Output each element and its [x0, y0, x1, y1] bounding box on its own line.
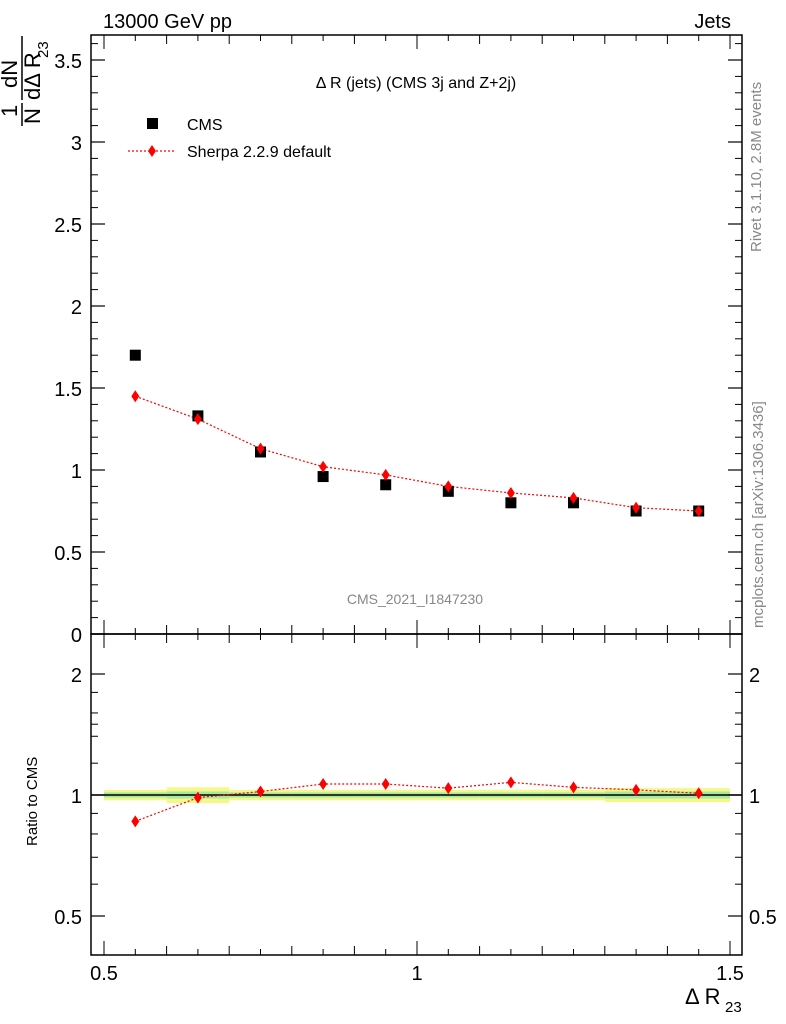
header-right: Jets	[694, 11, 731, 33]
x-tick-label: 0.5	[90, 963, 118, 985]
legend-sherpa-marker	[148, 145, 156, 157]
legend-cms-marker	[147, 118, 158, 129]
ratio-sherpa-point	[256, 785, 265, 798]
main-y-tick-label: 3	[71, 133, 82, 155]
ratio-sherpa-point	[694, 787, 703, 800]
ratio-y-tick-label-right: 1	[749, 786, 760, 808]
ratio-sherpa-point	[569, 781, 578, 794]
ratio-sherpa-point	[506, 776, 515, 789]
sherpa-point	[319, 460, 328, 473]
cms-point	[380, 479, 392, 491]
x-axis-label: Δ R 23	[685, 984, 742, 1016]
analysis-watermark: CMS_2021_I1847230	[347, 591, 483, 607]
main-y-tick-label: 2	[71, 297, 82, 319]
ratio-panel: 0.5 0.5 1 1 2 2 0.5 1 1.5	[54, 633, 777, 985]
sherpa-point	[506, 486, 515, 499]
ratio-sherpa-point	[193, 791, 202, 804]
legend-sherpa-label: Sherpa 2.2.9 default	[187, 144, 332, 161]
sherpa-point	[444, 480, 453, 493]
ratio-sherpa-point	[444, 782, 453, 795]
ratio-frame	[90, 633, 743, 956]
sherpa-point	[131, 390, 140, 403]
ratio-sherpa-point	[319, 778, 328, 791]
ylabel-dn: dN	[0, 60, 22, 88]
ylabel-one: 1	[0, 105, 22, 117]
ratio-y-tick-label-right: 0.5	[749, 907, 777, 929]
sherpa-point	[569, 491, 578, 504]
ylabel-dd: dΔ R	[20, 52, 45, 100]
rivet-label: Rivet 3.1.10, 2.8M events	[748, 82, 765, 252]
sherpa-point	[193, 413, 202, 426]
cms-point	[129, 349, 141, 361]
ylabel-sub: 23	[35, 41, 52, 58]
xlabel-main: Δ R	[685, 984, 720, 1009]
ratio-data	[131, 776, 703, 828]
ratio-y-tick-label: 0.5	[54, 907, 82, 929]
main-y-tick-label: 0	[71, 625, 82, 647]
ratio-y-tick-label: 2	[71, 665, 82, 687]
sherpa-point	[694, 505, 703, 517]
legend: CMS Sherpa 2.2.9 default	[128, 117, 332, 161]
y-axis-label-upper: 1 N dN dΔ R 23	[0, 36, 52, 126]
ylabel-n: N	[20, 108, 45, 124]
ratio-y-tick-label-right: 2	[749, 665, 760, 687]
sherpa-line	[135, 395, 699, 512]
sherpa-point	[256, 442, 265, 455]
xlabel-sub: 23	[725, 999, 742, 1016]
mcplots-label: mcplots.cern.ch [arXiv:1306.3436]	[750, 401, 767, 628]
ratio-sherpa-point	[632, 783, 641, 796]
main-y-tick-label: 3.5	[54, 51, 82, 73]
sherpa-point	[381, 468, 390, 481]
ratio-sherpa-point	[131, 815, 140, 828]
header-left: 13000 GeV pp	[103, 11, 232, 33]
x-tick-label: 1	[411, 963, 422, 985]
cms-point	[317, 471, 329, 483]
main-data	[129, 349, 705, 517]
cms-point	[505, 497, 517, 509]
main-y-tick-label: 0.5	[54, 543, 82, 565]
ratio-ticks: 0.5 0.5 1 1 2 2 0.5 1 1.5	[54, 634, 777, 985]
x-tick-label: 1.5	[716, 963, 744, 985]
ratio-y-tick-label: 1	[71, 786, 82, 808]
sherpa-point	[632, 501, 641, 514]
ratio-sherpa-point	[381, 778, 390, 791]
plot-title: Δ R (jets) (CMS 3j and Z+2j)	[316, 75, 517, 92]
main-y-tick-label: 1	[71, 461, 82, 483]
main-y-tick-label: 2.5	[54, 215, 82, 237]
y-axis-label-lower: Ratio to CMS	[24, 757, 41, 846]
main-y-tick-label: 1.5	[54, 379, 82, 401]
main-ticks: 0 0.5 1 1.5 2 2.5 3 3.5	[54, 35, 742, 647]
legend-cms-label: CMS	[187, 117, 223, 134]
